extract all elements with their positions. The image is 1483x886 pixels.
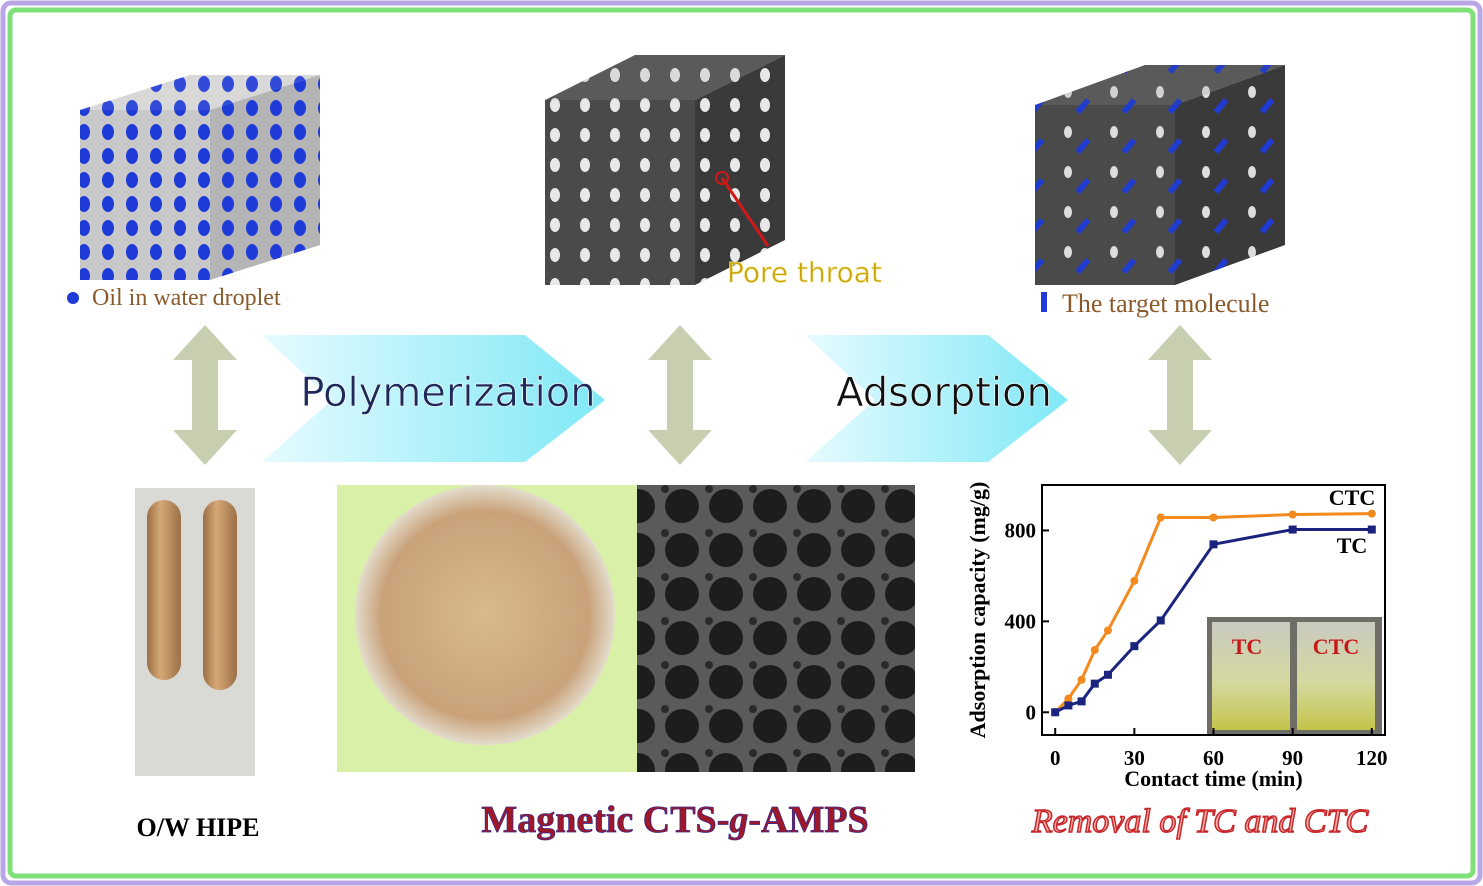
double-arrow <box>1148 325 1212 465</box>
double-arrow <box>173 325 237 465</box>
label: The target molecule <box>1062 289 1269 318</box>
double-arrow <box>648 325 712 465</box>
cube-top-pattern <box>1035 65 1285 105</box>
pointer-arrow <box>720 177 770 247</box>
cube <box>545 55 785 285</box>
marker <box>1051 708 1060 717</box>
label: Adsorption <box>836 370 1052 416</box>
vials <box>1297 622 1375 730</box>
marker <box>1156 513 1165 522</box>
inset-label: CTC <box>1313 634 1359 659</box>
legend-rod <box>1041 292 1047 312</box>
tube <box>203 500 237 690</box>
x-tick-label: 0 <box>1050 746 1061 770</box>
process-arrow <box>805 335 1068 462</box>
marker <box>1209 513 1218 522</box>
label: Polymerization <box>300 370 595 416</box>
marker <box>1077 697 1086 706</box>
cube-top-pattern <box>545 55 785 100</box>
marker <box>1090 679 1099 688</box>
cube-side-pattern <box>210 75 320 280</box>
process-arrow <box>262 335 605 462</box>
marker <box>1209 540 1218 549</box>
x-tick-label: 30 <box>1124 746 1145 770</box>
marker <box>1090 646 1099 654</box>
adsorption-chart: TC CTC 0 30 60 90 120 0 400 800 Contact time (min)… <box>965 482 1388 791</box>
tube <box>147 500 181 680</box>
marker <box>1103 670 1112 679</box>
inset-label: TC <box>1232 634 1263 659</box>
y-tick-label: 0 <box>1026 700 1037 724</box>
cube-front-pattern <box>1035 105 1175 285</box>
removal-label: Removal of TC and CTC <box>1031 803 1369 840</box>
hipe-label: O/W HIPE <box>136 813 259 842</box>
marker <box>1156 616 1165 625</box>
chips <box>355 485 615 745</box>
sem-image <box>637 485 915 772</box>
marker <box>1077 675 1086 684</box>
x-tick-label: 60 <box>1203 746 1224 770</box>
legend-dot <box>67 292 79 304</box>
cube-front-pattern <box>80 110 210 280</box>
marker <box>1130 642 1139 651</box>
cube-side-pattern <box>1175 65 1285 285</box>
x-tick-label: 90 <box>1282 746 1303 770</box>
cube <box>1035 65 1285 285</box>
y-axis-label: Adsorption capacity (mg/g) <box>965 482 990 739</box>
cube-front-pattern <box>545 100 695 285</box>
series-name: CTC <box>1329 485 1375 510</box>
x-axis-label: Contact time (min) <box>1124 766 1302 791</box>
x-tick-label: 120 <box>1356 746 1388 770</box>
marker <box>1064 694 1073 703</box>
marker <box>1288 525 1297 534</box>
series-line <box>1054 512 1372 714</box>
vials <box>1212 622 1290 730</box>
label: Pore throat <box>727 256 882 289</box>
marker <box>1103 626 1112 635</box>
marker <box>1367 525 1376 534</box>
cube <box>80 75 320 280</box>
series-line <box>1054 528 1372 714</box>
marker <box>1288 510 1297 519</box>
inner-frame <box>7 7 1476 879</box>
marker <box>1130 576 1139 585</box>
label: Oil in water droplet <box>92 285 281 311</box>
cube-top-pattern <box>80 75 320 110</box>
marker <box>1064 701 1073 710</box>
pore-marker <box>715 171 729 185</box>
cube-side-pattern <box>695 55 785 285</box>
marker <box>1367 509 1376 518</box>
y-tick-label: 400 <box>1005 609 1037 633</box>
material-label: Magnetic CTS-g-AMPS <box>481 799 868 841</box>
y-tick-label: 800 <box>1005 518 1037 542</box>
series-name: TC <box>1337 533 1368 558</box>
